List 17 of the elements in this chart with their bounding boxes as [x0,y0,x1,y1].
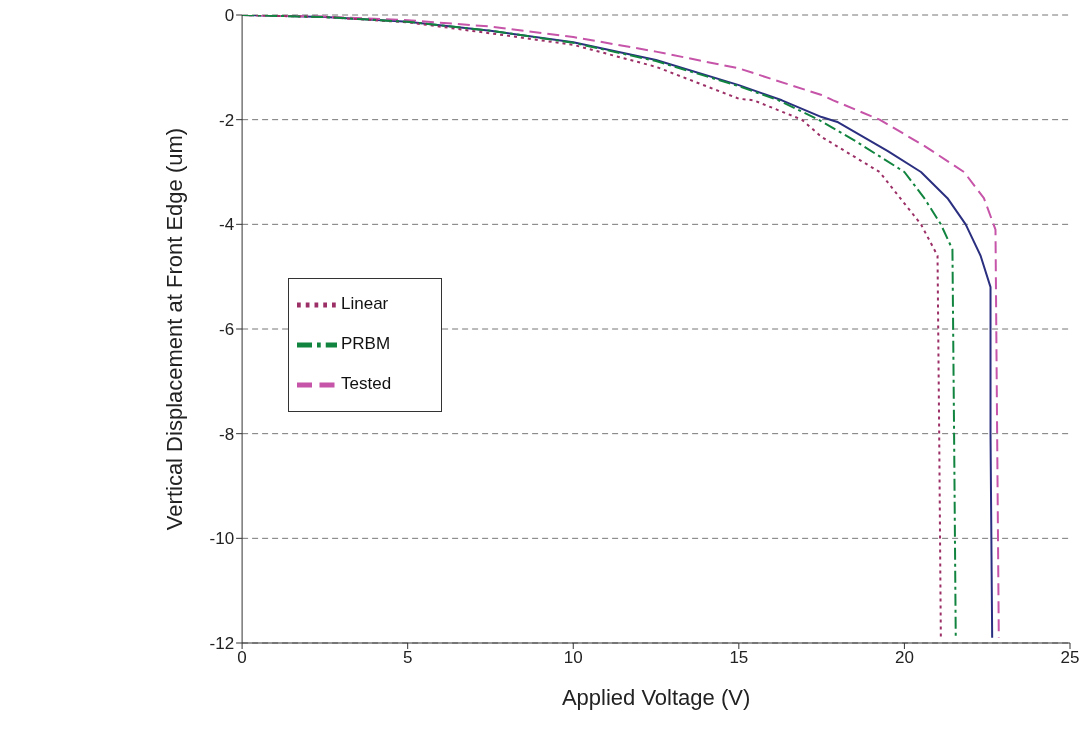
x-tick-label: 25 [1060,648,1080,668]
x-axis-title: Applied Voltage (V) [561,685,751,710]
legend-label: Tested [341,374,392,394]
y-tick-label: -6 [218,320,235,340]
x-tick-label: 5 [402,648,413,668]
x-tick-label: 15 [729,648,749,668]
y-tick-label: -12 [209,634,235,654]
y-axis-title: Vertical Displacement at Front Edge (um) [161,127,187,531]
y-tick-label: -4 [218,215,235,235]
y-tick-label: -2 [218,110,235,130]
y-tick-label: -8 [218,424,235,444]
legend-label: PRBM [341,334,391,354]
x-tick-label: 10 [563,648,583,668]
y-tick-label: -10 [209,529,235,549]
x-tick-label: 20 [894,648,914,668]
legend-label: Linear [341,294,389,314]
y-tick-label: 0 [224,6,235,26]
